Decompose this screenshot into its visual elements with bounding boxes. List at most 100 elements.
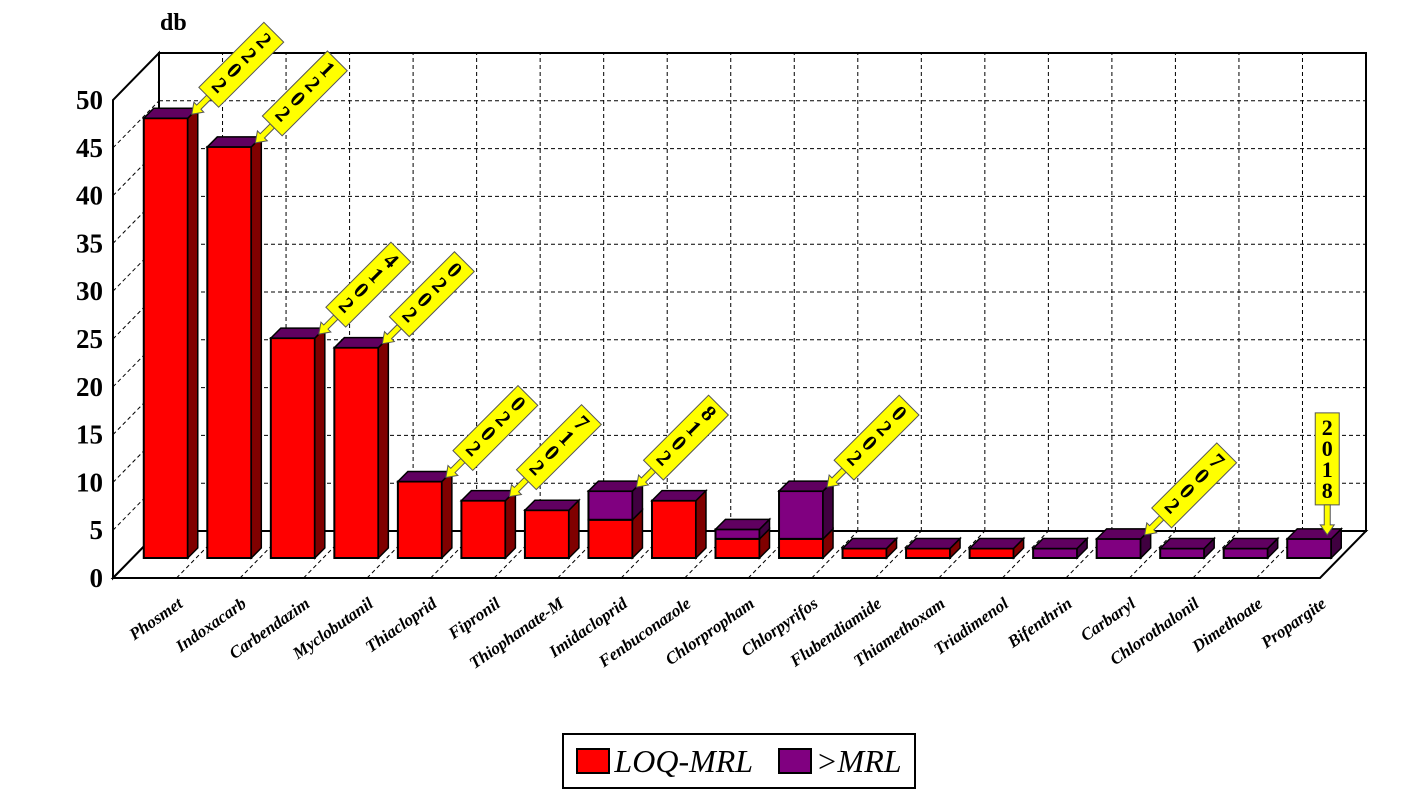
gridline-floor — [1129, 530, 1176, 579]
bar-top — [840, 537, 899, 550]
legend-swatch-purple — [777, 748, 812, 774]
y-tick-label: 35 — [76, 228, 103, 258]
bar-over-mrl — [778, 490, 825, 540]
legend: LOQ-MRL >MRL — [562, 733, 916, 789]
bar-top — [1285, 528, 1344, 540]
x-tick-label: Propargite — [1257, 593, 1330, 652]
gridline-floor — [620, 530, 668, 579]
bar-over-mrl — [1222, 547, 1269, 560]
bar-loq-mrl — [587, 518, 634, 560]
gridline-side — [112, 243, 160, 292]
gridline-side — [112, 291, 160, 340]
gridline-floor — [366, 530, 414, 579]
gridline-floor — [557, 530, 605, 579]
bar-top — [459, 489, 518, 502]
y-tick-label: 50 — [76, 85, 103, 115]
bar-side — [377, 335, 390, 560]
bar-top — [1031, 537, 1089, 550]
callout-box — [198, 21, 285, 108]
bar-loq-mrl — [396, 480, 443, 559]
gridline-side — [112, 339, 160, 388]
x-tick-label: Dimethoate — [1188, 593, 1267, 656]
bar-top — [523, 499, 581, 511]
gridline-floor — [303, 530, 350, 579]
y-tick-label: 10 — [76, 467, 103, 497]
y-tick-label: 25 — [76, 324, 103, 354]
bar-loq-mrl — [460, 499, 507, 560]
legend-label: >MRL — [815, 742, 902, 779]
bar-loq-mrl — [333, 346, 380, 559]
bar-over-mrl — [1159, 547, 1206, 560]
callout-box — [1314, 412, 1340, 506]
bar-loq-mrl — [778, 537, 825, 560]
gridline-floor — [1256, 530, 1303, 579]
callout-box — [642, 394, 730, 481]
bar-side — [314, 326, 326, 560]
legend-label: LOQ-MRL — [614, 742, 754, 779]
bar-over-mrl — [1032, 547, 1079, 560]
gridline-side — [112, 482, 160, 531]
bar-side — [441, 469, 453, 560]
bar-top — [1221, 537, 1280, 550]
callout-box — [325, 241, 412, 328]
gridline-side — [112, 435, 160, 483]
gridline-floor — [176, 530, 223, 579]
bar-top — [586, 480, 645, 492]
bar-loq-mrl — [968, 547, 1015, 560]
bar-loq-mrl — [841, 547, 888, 560]
gridline-floor — [747, 530, 795, 579]
y-tick-label: 15 — [76, 420, 103, 450]
x-tick-label: Bifenthrin — [1003, 594, 1075, 652]
bar-side — [250, 135, 263, 560]
callout-text: 1 — [1322, 457, 1333, 482]
callout-text: 0 — [1322, 436, 1333, 461]
bar-over-mrl — [587, 490, 634, 521]
y-tick-label: 30 — [76, 276, 103, 306]
gridline-floor — [684, 530, 732, 579]
gridline-floor — [1192, 530, 1240, 579]
bar-side — [504, 488, 517, 560]
bar-loq-mrl — [905, 547, 952, 560]
bar-top — [332, 336, 391, 349]
callout-box — [833, 394, 920, 481]
bar-loq-mrl — [142, 117, 189, 560]
bar-side — [187, 106, 199, 560]
callout-arrow — [1319, 504, 1336, 536]
gridline-floor — [239, 530, 287, 579]
legend-item-over-mrl: >MRL — [777, 742, 902, 780]
bar-top — [904, 537, 962, 550]
gridline-side — [112, 196, 160, 244]
bar-top — [650, 489, 708, 502]
callout-box — [261, 50, 348, 137]
y-tick-label: 5 — [90, 515, 104, 545]
gridline-floor — [874, 530, 922, 579]
y-tick-label: 45 — [76, 133, 103, 163]
bar-over-mrl — [714, 528, 761, 540]
bar-top — [1094, 528, 1153, 540]
bar-loq-mrl — [269, 337, 316, 559]
callout-text: 2 — [1322, 415, 1333, 440]
bar-over-mrl — [1286, 537, 1333, 560]
bar-loq-mrl — [206, 145, 253, 559]
bar-top — [141, 107, 200, 119]
gridline-floor — [430, 530, 477, 579]
gridline-side — [112, 387, 160, 435]
y-tick-label: 40 — [76, 181, 103, 211]
bar-loq-mrl — [650, 499, 697, 560]
